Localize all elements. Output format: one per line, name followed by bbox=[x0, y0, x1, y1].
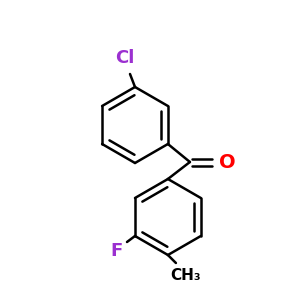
Text: O: O bbox=[219, 152, 235, 172]
Text: F: F bbox=[111, 242, 123, 260]
Text: CH₃: CH₃ bbox=[171, 268, 201, 283]
Text: Cl: Cl bbox=[115, 49, 135, 67]
